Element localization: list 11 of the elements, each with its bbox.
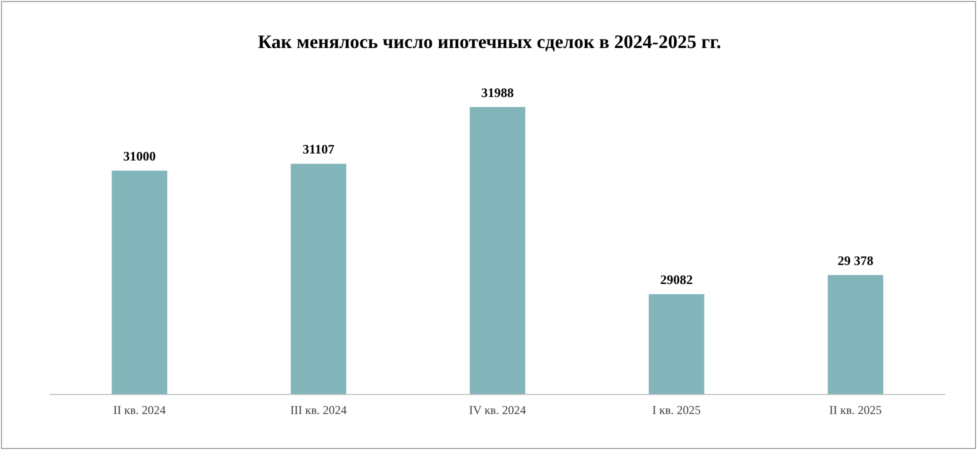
chart-title: Как менялось число ипотечных сделок в 2024-2025 гг. [258,32,722,53]
x-tick-label: III кв. 2024 [290,403,347,417]
x-tick-label: IV кв. 2024 [469,403,526,417]
data-label: 29 378 [838,253,874,268]
data-label: 31107 [302,142,335,157]
data-label: 29082 [660,272,693,288]
x-tick-label: II кв. 2025 [829,403,882,417]
data-label: 31000 [123,148,156,164]
x-tick-label: I кв. 2025 [652,403,701,417]
x-tick-label: II кв. 2024 [113,403,166,417]
data-label: 31988 [481,85,514,100]
